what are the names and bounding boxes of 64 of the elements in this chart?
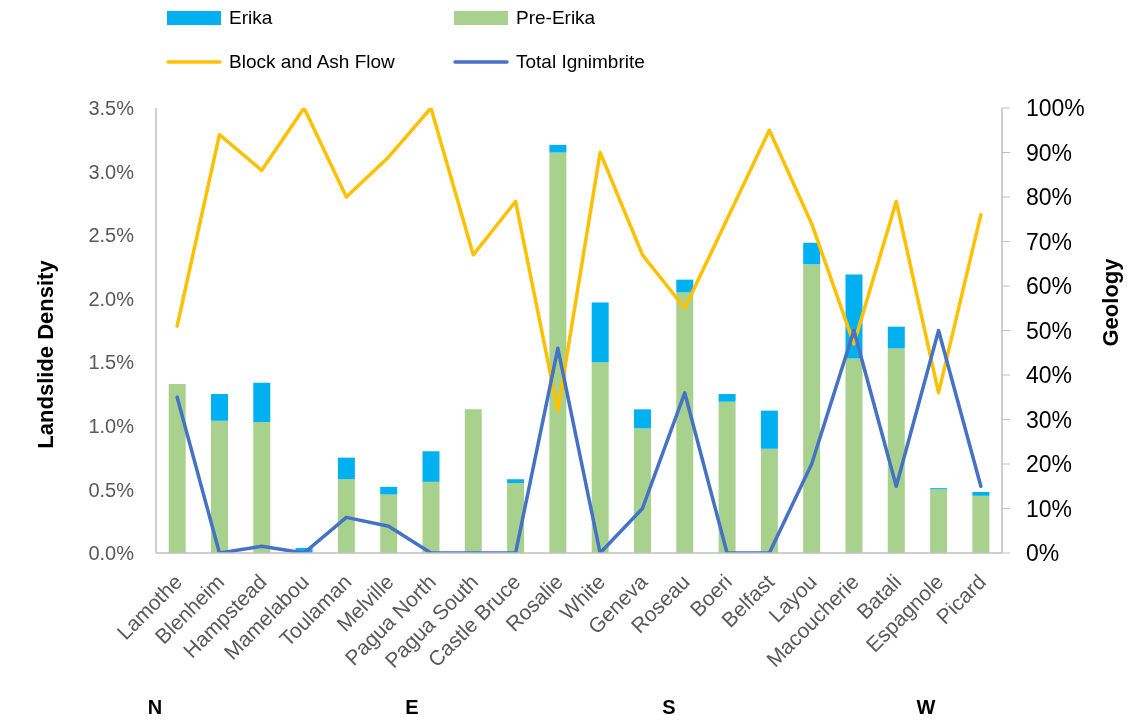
y-tick-label: 1.5%: [88, 351, 135, 374]
y2-tick-label: 80%: [1026, 184, 1073, 211]
legend-label: Total Ignimbrite: [516, 51, 645, 73]
bar: [633, 428, 651, 553]
bar: [676, 292, 694, 553]
line-series: [175, 108, 983, 413]
bar: [549, 144, 567, 153]
bar: [422, 451, 440, 482]
y2-axis-title: Geology: [1097, 257, 1123, 347]
y-tick-label: 0.0%: [88, 542, 135, 565]
text: E: [405, 695, 419, 719]
y2-tick-label: 60%: [1026, 273, 1073, 300]
text: S: [662, 695, 676, 719]
bar: [380, 486, 398, 495]
bar: [930, 489, 948, 553]
bar: [887, 348, 905, 553]
bar: [422, 481, 440, 553]
y2-tick-label: 40%: [1026, 362, 1073, 389]
bar: [168, 383, 186, 553]
text: N: [147, 695, 163, 719]
y-tick-label: 2.0%: [88, 287, 135, 310]
bar: [676, 279, 694, 293]
y2-tick-label: 90%: [1026, 139, 1073, 166]
bar: [718, 394, 736, 402]
bar: [972, 491, 990, 496]
legend-label: Block and Ash Flow: [229, 51, 395, 73]
y-axis-title: Landslide Density: [32, 259, 58, 449]
bar: [591, 362, 609, 553]
bar: [507, 479, 525, 484]
bar: [591, 302, 609, 363]
bar: [803, 242, 821, 265]
bar: [337, 479, 355, 553]
y2-tick-label: 50%: [1026, 317, 1073, 344]
y-tick-label: 2.5%: [88, 224, 135, 247]
bar: [633, 409, 651, 429]
y2-tick-label: 10%: [1026, 495, 1073, 522]
bar: [210, 394, 228, 421]
bar: [253, 382, 271, 423]
bar: [972, 495, 990, 553]
y-tick-label: 3.5%: [88, 97, 135, 120]
bar: [549, 152, 567, 553]
y2-tick-label: 30%: [1026, 406, 1073, 433]
line-series: [175, 328, 983, 553]
y2-tick-label: 20%: [1026, 451, 1073, 478]
y-tick-label: 0.5%: [88, 478, 135, 501]
legend-label: Pre-Erika: [516, 7, 596, 29]
bar: [718, 401, 736, 553]
y-tick-label: 1.0%: [88, 414, 135, 437]
bar: [337, 457, 355, 480]
y2-tick-label: 100%: [1026, 95, 1085, 122]
y-tick-label: 3.0%: [88, 160, 135, 183]
legend-label: Erika: [229, 7, 273, 29]
y2-tick-label: 70%: [1026, 228, 1073, 255]
bar: [760, 448, 778, 553]
text: W: [916, 695, 936, 719]
bar: [253, 422, 271, 553]
bar: [803, 264, 821, 553]
bar: [464, 409, 482, 553]
bar: [210, 420, 228, 553]
bar: [887, 326, 905, 349]
bar: [760, 410, 778, 449]
y2-tick-label: 0%: [1026, 540, 1060, 567]
bar: [845, 358, 863, 553]
bar: [380, 494, 398, 553]
